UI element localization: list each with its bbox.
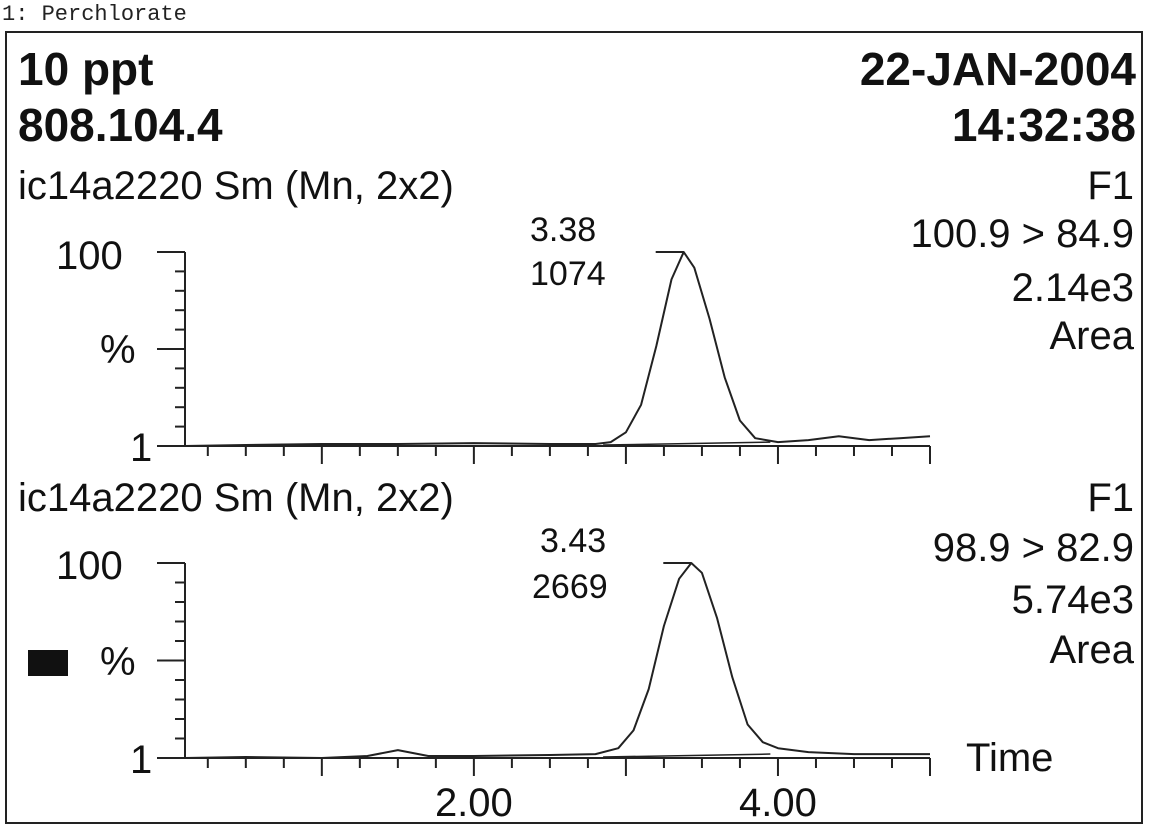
- trace2-peak-rt: 3.43: [540, 522, 607, 560]
- trace2-title: ic14a2220 Sm (Mn, 2x2): [18, 476, 454, 520]
- trace1-mode-label: Area: [1049, 314, 1135, 358]
- trace2-intensity: 5.74e3: [1011, 578, 1134, 622]
- concentration-label: 10 ppt: [18, 43, 154, 95]
- trace1-title: ic14a2220 Sm (Mn, 2x2): [18, 164, 454, 208]
- trace2-line: [184, 562, 930, 759]
- report-frame: [5, 31, 1143, 824]
- trace1-peak-rt: 3.38: [530, 211, 597, 249]
- acquisition-date: 22-JAN-2004: [859, 43, 1136, 95]
- trace2-transition: 98.9 > 82.9: [932, 526, 1134, 570]
- trace2-function-label: F1: [1087, 476, 1134, 520]
- trace1-ytick-100: 100: [56, 234, 123, 278]
- trace1-intensity: 2.14e3: [1011, 266, 1134, 310]
- trace1-peak-area: 1074: [530, 255, 606, 293]
- x-axis-label-time: Time: [966, 736, 1054, 780]
- trace2-legend-marker: [28, 650, 68, 676]
- acquisition-time: 14:32:38: [951, 99, 1136, 151]
- trace2-ylabel: %: [100, 640, 136, 684]
- trace2-mode-label: Area: [1049, 628, 1135, 672]
- trace2-ytick-1: 1: [130, 738, 153, 782]
- trace1-ylabel: %: [100, 328, 136, 372]
- trace1-function-label: F1: [1087, 164, 1134, 208]
- trace2-peak-area: 2669: [532, 568, 608, 606]
- trace1-ytick-1: 1: [130, 426, 153, 470]
- sample-id: 808.104.4: [18, 99, 223, 151]
- trace1-transition: 100.9 > 84.9: [910, 212, 1134, 256]
- trace1-line: [184, 251, 931, 447]
- trace2-x-tick-label: 4.00: [739, 781, 817, 825]
- trace1-integration-baseline: [603, 441, 771, 446]
- chromatogram-caption: 1: Perchlorate: [2, 2, 187, 27]
- trace2-x-tick-label: 2.00: [435, 781, 513, 825]
- trace2-ytick-100: 100: [56, 544, 123, 588]
- trace2-integration-baseline: [603, 753, 771, 758]
